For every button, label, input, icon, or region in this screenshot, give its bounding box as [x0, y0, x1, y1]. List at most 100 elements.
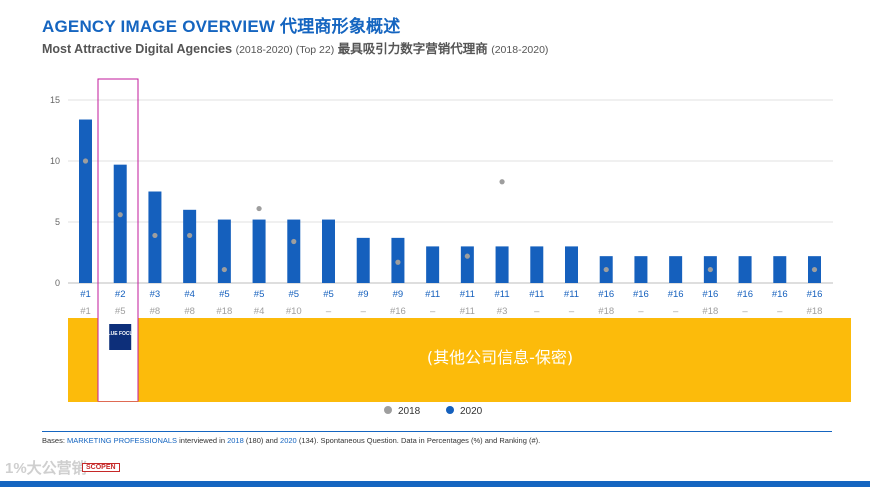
rank-2018-label: #18	[807, 306, 823, 317]
rank-2020-label: #3	[150, 289, 161, 300]
bar-2020	[217, 219, 231, 283]
rank-2018-label: –	[638, 306, 644, 317]
legend-label-2020: 2020	[460, 406, 483, 417]
rank-2018-label: –	[569, 306, 575, 317]
bar-2020	[460, 246, 474, 283]
rank-2020-label: #11	[494, 289, 509, 300]
rank-2018-label: #16	[390, 306, 406, 317]
bar-2020	[738, 256, 752, 283]
subtitle-main: Most Attractive Digital Agencies	[42, 42, 233, 56]
rank-2020-label: #5	[219, 289, 230, 300]
scopen-logo: SCOPEN	[82, 463, 120, 472]
rank-2020-label: #16	[668, 289, 684, 300]
rank-2020-label: #11	[460, 289, 475, 300]
rank-2018-label: #4	[254, 306, 265, 317]
logo-text: BLUE FOCUS	[104, 331, 137, 337]
rank-2018-label: –	[777, 306, 783, 317]
rank-2020-label: #16	[772, 289, 788, 300]
rank-2018-label: –	[534, 306, 540, 317]
bar-2020	[530, 246, 544, 283]
rank-2018-label: #10	[286, 306, 302, 317]
rank-2020-label: #1	[80, 289, 91, 300]
legend-marker-2018	[384, 406, 392, 414]
rank-2018-label: –	[430, 306, 436, 317]
legend-label-2018: 2018	[398, 406, 421, 417]
bar-2020	[565, 246, 578, 283]
bases-year-2018: 2018	[227, 436, 244, 445]
rank-2018-label: –	[742, 306, 748, 317]
legend-marker-2020	[446, 406, 454, 414]
rank-2018-label: #11	[460, 306, 475, 317]
page-subtitle: Most Attractive Digital Agencies (2018-2…	[42, 38, 548, 57]
dot-2018	[811, 266, 818, 273]
rank-2018-label: –	[326, 306, 332, 317]
dot-2018	[256, 205, 262, 212]
rank-2018-label: #1	[80, 306, 91, 317]
rank-2020-label: #16	[702, 289, 718, 300]
bar-2020	[426, 246, 440, 283]
rank-2018-label: #18	[702, 306, 718, 317]
rank-2020-label: #16	[598, 289, 614, 300]
bar-2020	[287, 219, 301, 283]
rank-2020-label: #9	[393, 289, 404, 300]
dot-2018	[464, 253, 470, 259]
rank-2020-label: #5	[323, 289, 334, 300]
bar-2020	[495, 246, 509, 283]
rank-2018-label: –	[673, 306, 679, 317]
dot-2018	[499, 179, 505, 185]
bases-mid2: (180) and	[243, 436, 281, 445]
rank-2020-label: #16	[807, 289, 823, 300]
rank-2020-label: #5	[288, 289, 299, 300]
confidential-band	[68, 318, 851, 402]
rank-2018-label: #18	[216, 306, 232, 317]
dot-2018	[291, 238, 297, 245]
dot-2018	[117, 212, 123, 218]
bar-2020	[113, 164, 127, 283]
dot-2018	[395, 259, 401, 265]
rank-2020-label: #16	[633, 289, 649, 300]
rank-2020-label: #9	[358, 289, 369, 300]
bases-group: MARKETING PROFESSIONALS	[67, 436, 178, 445]
bar-2020	[322, 219, 335, 283]
rank-2018-label: #3	[497, 306, 508, 317]
agency-bar-chart: 0 5 10 15 #1 #2 #3 #4 #5 #5 #5 #5 #9 #9 #11 #11 #11 #11 #1…	[50, 78, 851, 417]
dot-2018	[707, 266, 713, 273]
bar-2020	[669, 256, 683, 283]
y-tick-label: 10	[50, 156, 60, 166]
rank-2020-label: #5	[254, 289, 265, 300]
watermark-logo: 1%大公营销	[5, 460, 87, 477]
bases-mid1: interviewed in	[177, 436, 228, 445]
rank-2020-label: #2	[115, 289, 126, 300]
subtitle-years: (2018-2020) (Top 22)	[235, 44, 335, 56]
rank-2020-label: #11	[425, 289, 440, 300]
bases-suffix: (134). Spontaneous Question. Data in Per…	[296, 436, 541, 445]
dot-2018	[152, 232, 158, 239]
dot-2018	[187, 232, 193, 239]
rank-2018-label: #8	[184, 306, 195, 317]
bar-2020	[773, 256, 787, 283]
rank-2020-label: #16	[737, 289, 753, 300]
dot-2018	[82, 158, 89, 164]
bottom-bar	[0, 481, 870, 487]
bar-2020	[79, 119, 92, 284]
rank-2018-label: –	[361, 306, 367, 317]
bar-2020	[634, 256, 648, 283]
rank-2020-label: #4	[184, 289, 195, 300]
subtitle-years-cn: (2018-2020)	[491, 44, 549, 56]
rank-2020-label: #11	[529, 289, 544, 300]
band-text: (其他公司信息-保密)	[427, 348, 573, 367]
subtitle-cn: 最具吸引力数字营销代理商	[337, 42, 488, 56]
footer-divider	[42, 431, 832, 432]
bar-2020	[252, 219, 266, 283]
bar-2020	[356, 237, 370, 283]
page-title: AGENCY IMAGE OVERVIEW 代理商形象概述	[42, 17, 401, 36]
bluefocus-logo	[109, 324, 132, 350]
bases-year-2020: 2020	[280, 436, 297, 445]
bar-2020	[183, 209, 197, 283]
rank-2020-label: #11	[564, 289, 579, 300]
rank-2018-label: #18	[598, 306, 614, 317]
rank-2018-label: #5	[115, 306, 126, 317]
y-tick-label: 0	[55, 278, 60, 288]
bases-prefix: Bases:	[42, 436, 68, 445]
dot-2018	[603, 266, 609, 273]
